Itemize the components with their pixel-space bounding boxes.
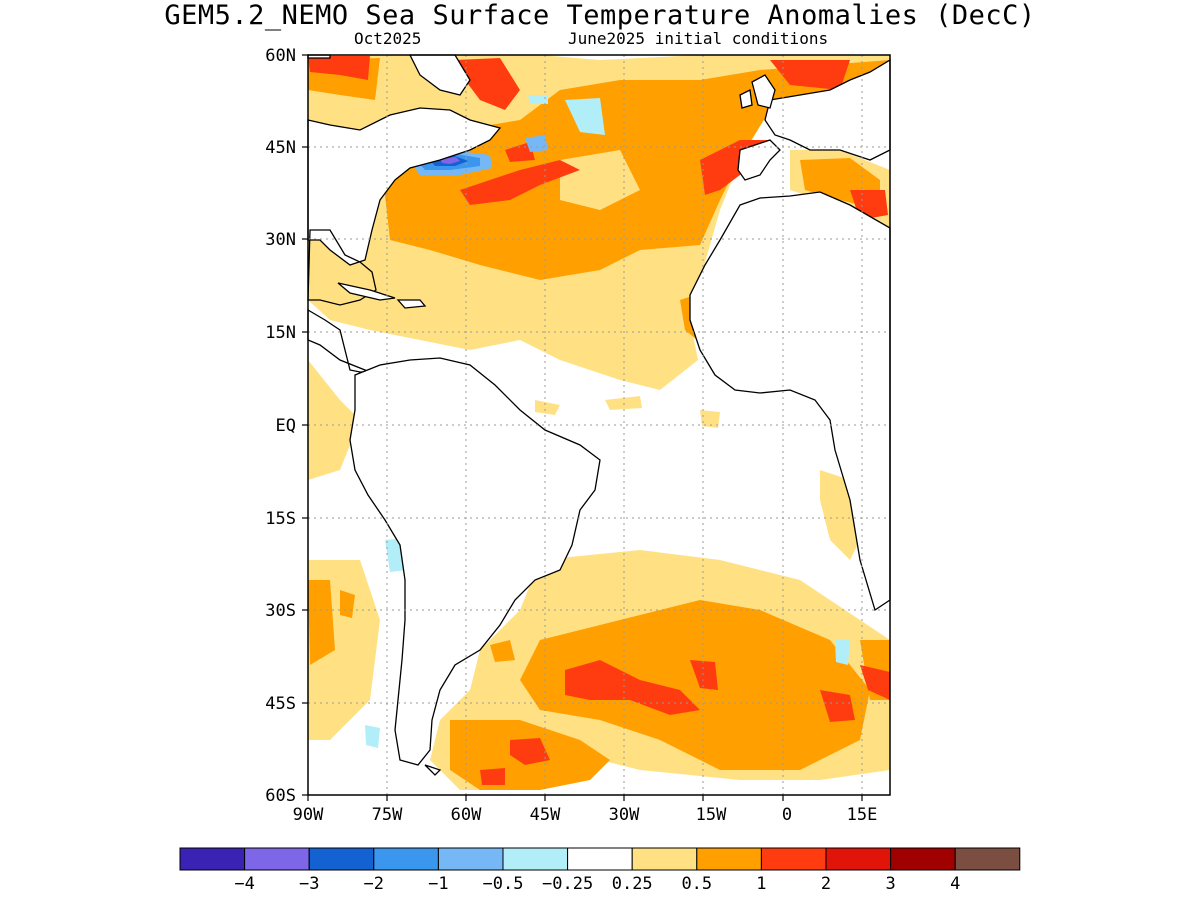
colorbar-label: −0.5	[483, 874, 524, 894]
land-masses	[307, 54, 891, 776]
lon-label: 90W	[293, 805, 324, 825]
longitude-labels: 90W 75W 60W 45W 30W 15W 0 15E	[293, 805, 878, 825]
colorbar-swatch	[567, 847, 633, 871]
lon-label: 15W	[696, 805, 727, 825]
colorbar-swatch	[437, 847, 504, 871]
colorbar-swatch	[631, 847, 698, 871]
axis-ticks	[302, 54, 863, 801]
colorbar: −4 −3 −2 −1 −0.5 −0.25 0.25 0.5 1 2 3 4	[179, 847, 1021, 894]
lat-label: 60N	[265, 46, 296, 66]
colorbar-label: −1	[428, 874, 448, 894]
lat-label: 15S	[265, 509, 296, 529]
lon-label: 60W	[451, 805, 482, 825]
colorbar-swatch	[890, 847, 956, 871]
colorbar-swatch	[696, 847, 762, 871]
lat-label: 60S	[265, 786, 296, 806]
colorbar-swatch	[308, 847, 375, 871]
lat-label: 30S	[265, 601, 296, 621]
forecast-month-label: Oct2025	[354, 29, 422, 48]
lon-label: 30W	[609, 805, 640, 825]
lon-label: 75W	[372, 805, 403, 825]
colorbar-label: 4	[950, 874, 960, 894]
lat-label: EQ	[276, 416, 296, 436]
colorbar-label: 2	[821, 874, 831, 894]
colorbar-swatch	[825, 847, 892, 871]
map-title: GEM5.2_NEMO Sea Surface Temperature Anom…	[164, 0, 1036, 31]
lat-label: 45N	[265, 138, 296, 158]
lon-label: 45W	[530, 805, 561, 825]
lon-label: 0	[782, 805, 792, 825]
colorbar-swatch	[373, 847, 439, 871]
colorbar-label: −3	[299, 874, 319, 894]
lat-label: 15N	[265, 323, 296, 343]
lon-label: 15E	[847, 805, 878, 825]
colorbar-label: 3	[885, 874, 895, 894]
initial-conditions-label: June2025 initial conditions	[568, 29, 829, 48]
lat-label: 45S	[265, 694, 296, 714]
map-grid	[308, 55, 890, 795]
colorbar-swatch	[760, 847, 827, 871]
colorbar-label: 0.5	[681, 874, 712, 894]
colorbar-swatch	[954, 847, 1021, 871]
sst-anomaly-field	[308, 55, 890, 790]
colorbar-label: −4	[234, 874, 254, 894]
colorbar-swatch	[244, 847, 310, 871]
colorbar-swatch	[179, 847, 246, 871]
colorbar-label: −0.25	[542, 874, 593, 894]
latitude-labels: 60N 45N 30N 15N EQ 15S 30S 45S 60S	[265, 46, 296, 806]
colorbar-label: 1	[756, 874, 766, 894]
colorbar-swatch	[502, 847, 569, 871]
lat-label: 30N	[265, 230, 296, 250]
colorbar-label: 0.25	[612, 874, 653, 894]
colorbar-label: −2	[364, 874, 384, 894]
